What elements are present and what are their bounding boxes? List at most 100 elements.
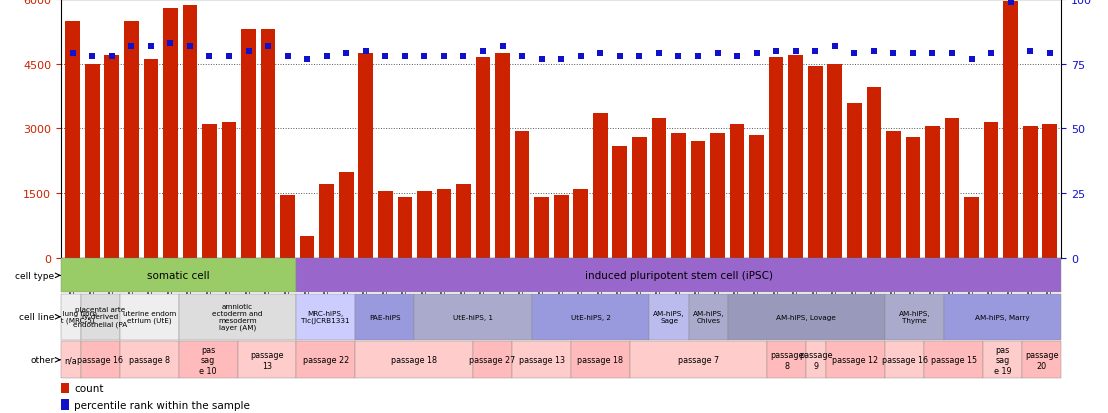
Bar bbox=[767, 342, 807, 378]
Point bbox=[630, 54, 648, 60]
Bar bbox=[554, 196, 568, 258]
Text: passage
20: passage 20 bbox=[1025, 350, 1058, 370]
Point bbox=[592, 51, 609, 57]
Text: n/a: n/a bbox=[64, 356, 78, 364]
Bar bbox=[222, 123, 236, 258]
Point bbox=[552, 56, 570, 63]
Bar bbox=[886, 131, 901, 258]
Text: passage 8: passage 8 bbox=[129, 356, 170, 364]
Point bbox=[239, 48, 257, 55]
Text: passage 18: passage 18 bbox=[577, 356, 624, 364]
Point bbox=[924, 51, 942, 57]
Point bbox=[201, 54, 218, 60]
Point bbox=[533, 56, 551, 63]
Point bbox=[1022, 48, 1039, 55]
Point bbox=[220, 54, 238, 60]
Point bbox=[904, 51, 922, 57]
Text: induced pluripotent stem cell (iPSC): induced pluripotent stem cell (iPSC) bbox=[585, 271, 773, 281]
Bar bbox=[242, 30, 256, 258]
Point bbox=[396, 54, 413, 60]
Bar bbox=[905, 138, 921, 258]
Point bbox=[669, 54, 687, 60]
Bar bbox=[124, 21, 138, 258]
Bar bbox=[356, 342, 473, 378]
Bar bbox=[1043, 125, 1057, 258]
Text: other: other bbox=[30, 356, 54, 364]
Bar bbox=[81, 294, 120, 340]
Text: AM-hiPS, Marry: AM-hiPS, Marry bbox=[975, 314, 1030, 320]
Bar bbox=[456, 185, 471, 258]
Point bbox=[787, 48, 804, 55]
Text: passage 7: passage 7 bbox=[678, 356, 719, 364]
Bar bbox=[61, 342, 81, 378]
Text: cell type: cell type bbox=[16, 271, 54, 280]
Bar bbox=[260, 30, 276, 258]
Text: passage
13: passage 13 bbox=[250, 350, 284, 370]
Bar bbox=[178, 342, 237, 378]
Point bbox=[513, 54, 531, 60]
Text: placental arte
ry-derived
endothelial (PA: placental arte ry-derived endothelial (P… bbox=[73, 307, 127, 327]
Bar bbox=[885, 342, 924, 378]
Point bbox=[279, 54, 297, 60]
Bar bbox=[61, 399, 69, 410]
Bar bbox=[178, 294, 296, 340]
Bar bbox=[417, 192, 432, 258]
Bar bbox=[690, 142, 706, 258]
Text: passage
9: passage 9 bbox=[800, 350, 833, 370]
Point bbox=[709, 51, 727, 57]
Bar bbox=[571, 342, 629, 378]
Bar bbox=[512, 342, 571, 378]
Text: AM-hiPS,
Chives: AM-hiPS, Chives bbox=[692, 311, 725, 323]
Bar bbox=[183, 7, 197, 258]
Bar bbox=[984, 123, 998, 258]
Bar bbox=[689, 294, 728, 340]
Point bbox=[611, 54, 628, 60]
Bar bbox=[944, 294, 1061, 340]
Point bbox=[416, 54, 433, 60]
Point bbox=[689, 54, 707, 60]
Bar bbox=[964, 198, 978, 258]
Text: pas
sag
e 10: pas sag e 10 bbox=[199, 345, 217, 375]
Bar bbox=[593, 114, 607, 258]
Point bbox=[983, 51, 1001, 57]
Point bbox=[1002, 0, 1019, 6]
Point bbox=[728, 54, 746, 60]
Text: passage 15: passage 15 bbox=[931, 356, 976, 364]
Text: cell line: cell line bbox=[19, 313, 54, 321]
Point bbox=[318, 54, 336, 60]
Bar bbox=[808, 66, 822, 258]
Bar bbox=[495, 54, 510, 258]
Point bbox=[103, 54, 121, 60]
Text: AM-hiPS,
Thyme: AM-hiPS, Thyme bbox=[899, 311, 930, 323]
Bar bbox=[414, 294, 532, 340]
Point bbox=[259, 43, 277, 50]
Bar bbox=[61, 383, 69, 393]
Text: passage 13: passage 13 bbox=[519, 356, 565, 364]
Bar bbox=[515, 131, 530, 258]
Text: passage 12: passage 12 bbox=[832, 356, 879, 364]
Text: amniotic
ectoderm and
mesoderm
layer (AM): amniotic ectoderm and mesoderm layer (AM… bbox=[213, 303, 263, 331]
Point bbox=[122, 43, 140, 50]
Text: UtE-hiPS, 2: UtE-hiPS, 2 bbox=[571, 314, 611, 320]
Bar bbox=[81, 342, 120, 378]
Bar bbox=[475, 58, 491, 258]
Bar bbox=[847, 103, 862, 258]
Bar bbox=[1004, 2, 1018, 258]
Bar bbox=[339, 172, 353, 258]
Bar bbox=[356, 294, 414, 340]
Point bbox=[474, 48, 492, 55]
Bar bbox=[710, 133, 725, 258]
Point bbox=[377, 54, 394, 60]
Point bbox=[357, 48, 375, 55]
Bar bbox=[613, 146, 627, 258]
Bar bbox=[473, 342, 512, 378]
Point bbox=[943, 51, 961, 57]
Point bbox=[884, 51, 902, 57]
Point bbox=[454, 54, 472, 60]
Bar bbox=[398, 198, 412, 258]
Bar bbox=[730, 125, 745, 258]
Bar bbox=[163, 9, 177, 258]
Point bbox=[83, 54, 101, 60]
Point bbox=[572, 54, 589, 60]
Bar bbox=[378, 192, 392, 258]
